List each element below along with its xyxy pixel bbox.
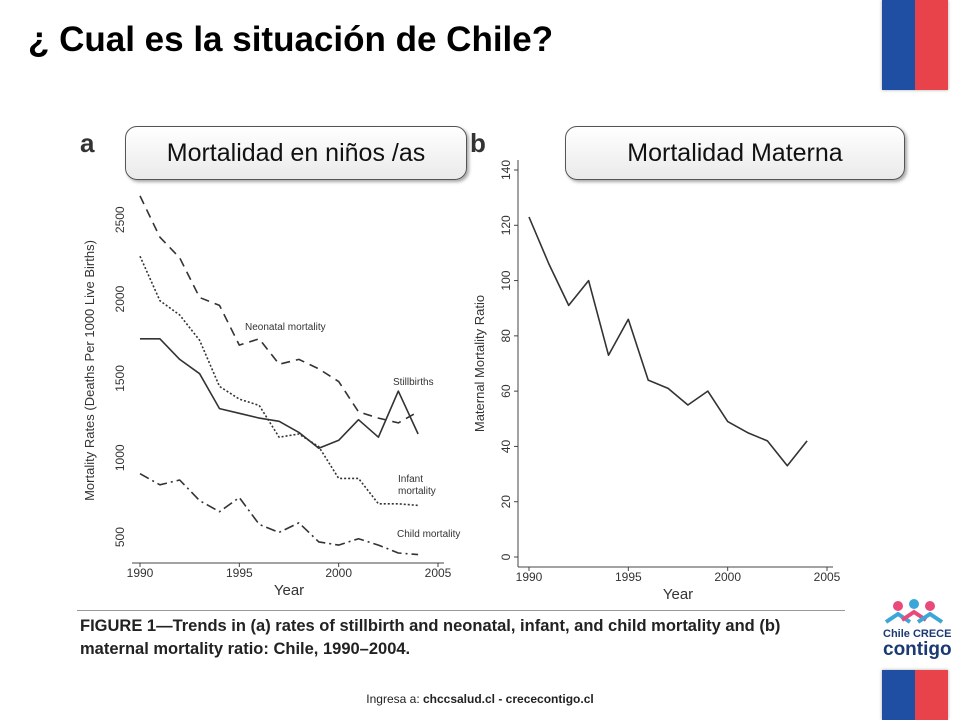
y-tick-label: 1500: [113, 365, 127, 392]
y-tick-label: 2000: [113, 285, 127, 312]
caption-divider: [77, 610, 845, 611]
chart-a-children-mortality: 1990 1995 2000 2005 Year 500 1000 1500 2000 2500 M…: [82, 195, 460, 599]
y-tick-label: 60: [499, 384, 513, 398]
x-tick-label: 2000: [325, 566, 352, 580]
x-tick-label: 2005: [425, 566, 452, 580]
figure-caption-line-1: FIGURE 1—Trends in (a) rates of stillbir…: [80, 617, 781, 635]
x-axis-title: Year: [663, 586, 693, 603]
x-axis-title: Year: [274, 582, 304, 599]
y-tick-label: 80: [499, 329, 513, 343]
figure-caption-line-2: maternal mortality ratio: Chile, 1990–20…: [80, 640, 411, 658]
footer-prefix: Ingresa a:: [366, 692, 423, 706]
y-tick-label: 40: [499, 439, 513, 453]
annotation-stillbirths: Stillbirths: [393, 377, 434, 388]
x-tick-label: 2005: [814, 570, 841, 584]
x-tick-label: 1995: [226, 566, 253, 580]
chart-b-maternal-mortality: 1990 1995 2000 2005 Year 0 20 40 60 80 100 120 140 Ma…: [472, 160, 841, 603]
series-line-1-0: [528, 216, 808, 467]
series-line-stillbirths: [140, 337, 419, 450]
y-tick-label: 100: [499, 270, 513, 290]
footer-links[interactable]: chccsalud.cl - crececontigo.cl: [422, 692, 594, 706]
y-axis-title: Maternal Mortality Ratio: [472, 295, 487, 432]
panel-label-a: a: [80, 128, 95, 158]
x-tick-label: 1990: [516, 570, 543, 584]
y-tick-label: 140: [499, 160, 513, 180]
x-tick-label: 1990: [127, 566, 154, 580]
slide-title: ¿ Cual es la situación de Chile?: [28, 20, 554, 59]
y-tick-label: 0: [499, 553, 513, 560]
logo-text-chile-crece: Chile CRECE: [883, 628, 952, 640]
series-line-neonatal-mortality: [139, 195, 419, 424]
series-line-infant-mortality: [139, 255, 419, 507]
pill-maternal-mortality: Mortalidad Materna: [565, 126, 905, 180]
y-tick-label: 2500: [113, 206, 127, 233]
chile-flag-top: [882, 0, 948, 90]
footer: Ingresa a: chccsalud.cl - crececontigo.c…: [0, 692, 960, 706]
crece-contigo-logo-icon: [884, 599, 944, 624]
pill-children-mortality: Mortalidad en niños /as: [125, 126, 467, 180]
y-tick-label: 20: [499, 495, 513, 509]
panel-label-b: b: [470, 128, 486, 158]
annotation-child-mortality: Child mortality: [397, 529, 460, 540]
annotation-infant-mortality: Infant mortality: [398, 474, 436, 497]
y-tick-label: 1000: [113, 444, 127, 471]
chile-flag-bottom: [882, 670, 948, 720]
logo-text-contigo: contigo: [883, 639, 952, 660]
y-tick-label: 500: [113, 527, 127, 547]
y-axis-title: Mortality Rates (Deaths Per 1000 Live Bi…: [82, 240, 97, 501]
y-tick-label: 120: [499, 215, 513, 235]
x-tick-label: 1995: [615, 570, 642, 584]
series-line-child-mortality: [139, 473, 419, 556]
annotation-neonatal-mortality: Neonatal mortality: [245, 322, 326, 333]
x-tick-label: 2000: [714, 570, 741, 584]
